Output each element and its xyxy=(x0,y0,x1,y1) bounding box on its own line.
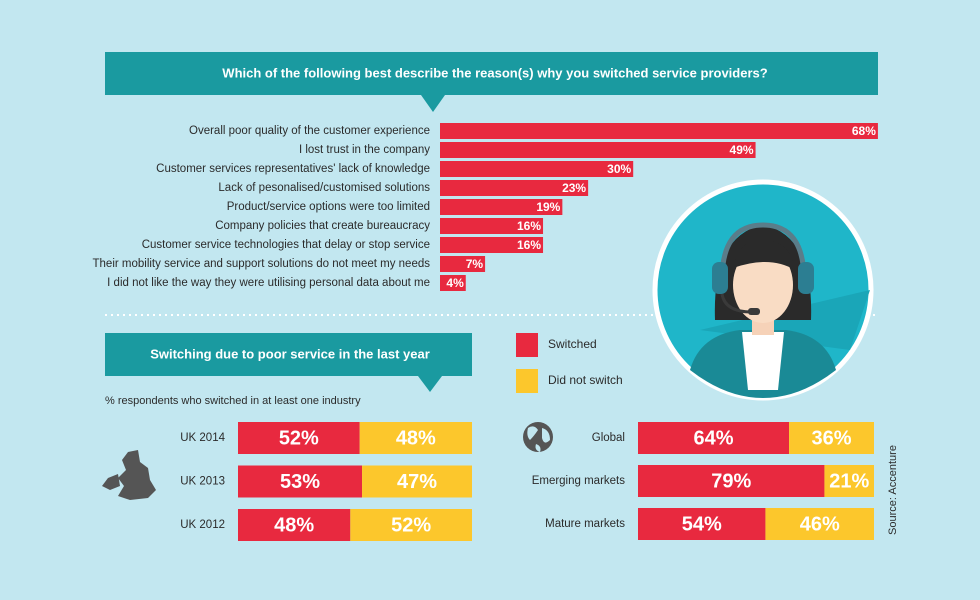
value-label: 52% xyxy=(279,427,319,449)
bar xyxy=(440,199,563,215)
legend-swatch xyxy=(516,333,538,357)
legend-label: Did not switch xyxy=(548,373,623,387)
category-label: Customer service technologies that delay… xyxy=(142,239,430,251)
value-label: 21% xyxy=(829,470,869,492)
title-banner xyxy=(105,333,472,392)
bar-segment xyxy=(638,508,766,540)
value-label: 46% xyxy=(800,513,840,535)
value-label: 47% xyxy=(397,471,437,493)
category-label: Product/service options were too limited xyxy=(227,201,430,213)
bar-segment xyxy=(350,509,472,541)
bar-segment xyxy=(238,422,360,454)
bar xyxy=(440,180,589,196)
bar-segment xyxy=(789,422,874,454)
category-label: Company policies that create bureaucracy xyxy=(215,220,430,232)
value-label: 36% xyxy=(812,427,852,449)
value-label: 30% xyxy=(607,162,631,176)
category-label: Customer services representatives' lack … xyxy=(156,163,430,175)
bar xyxy=(440,142,756,158)
legend-label: Switched xyxy=(548,337,597,351)
legend-swatch xyxy=(516,369,538,393)
bar xyxy=(440,123,878,139)
chart-title: Which of the following best describe the… xyxy=(222,65,767,80)
source: Source: Accenture xyxy=(887,445,899,535)
category-label: Overall poor quality of the customer exp… xyxy=(189,125,430,137)
value-label: 48% xyxy=(274,514,314,536)
bar xyxy=(440,218,544,234)
bar xyxy=(440,237,544,253)
bar-segment xyxy=(238,509,351,541)
category-label: Global xyxy=(592,432,625,444)
value-label: 54% xyxy=(682,513,722,535)
bar-segment xyxy=(362,465,472,498)
bar-segment xyxy=(638,422,790,454)
value-label: 23% xyxy=(562,181,586,195)
category-label: I lost trust in the company xyxy=(299,144,430,156)
category-label: Their mobility service and support solut… xyxy=(93,258,431,270)
bar-segment xyxy=(238,465,363,498)
category-label: UK 2014 xyxy=(180,432,225,444)
value-label: 53% xyxy=(280,471,320,493)
category-label: Lack of pesonalised/customised solutions xyxy=(218,182,430,194)
chart-subtitle: % respondents who switched in at least o… xyxy=(105,395,361,407)
bar-segment xyxy=(765,508,874,540)
value-label: 49% xyxy=(730,143,754,157)
bar xyxy=(440,275,466,291)
category-label: UK 2013 xyxy=(180,476,225,488)
uk-map-icon xyxy=(102,450,156,500)
value-label: 4% xyxy=(446,276,464,290)
value-label: 52% xyxy=(391,514,431,536)
value-label: 64% xyxy=(694,427,734,449)
bar xyxy=(440,256,486,272)
chart-title: Switching due to poor service in the las… xyxy=(150,346,430,361)
value-label: 7% xyxy=(466,257,484,271)
bar-segment xyxy=(359,422,472,454)
value-label: 16% xyxy=(517,219,541,233)
globe-icon xyxy=(523,422,553,452)
agent-illustration xyxy=(652,179,874,401)
value-label: 79% xyxy=(711,470,751,492)
bar-segment xyxy=(824,465,874,497)
bar-segment xyxy=(638,465,825,497)
category-label: I did not like the way they were utilisi… xyxy=(107,277,430,289)
value-label: 68% xyxy=(852,124,876,138)
category-label: Emerging markets xyxy=(532,475,626,487)
bar xyxy=(440,161,634,177)
title-banner xyxy=(105,52,878,112)
value-label: 16% xyxy=(517,238,541,252)
value-label: 19% xyxy=(536,200,560,214)
category-label: Mature markets xyxy=(545,518,625,530)
value-label: 48% xyxy=(396,427,436,449)
category-label: UK 2012 xyxy=(180,519,225,531)
